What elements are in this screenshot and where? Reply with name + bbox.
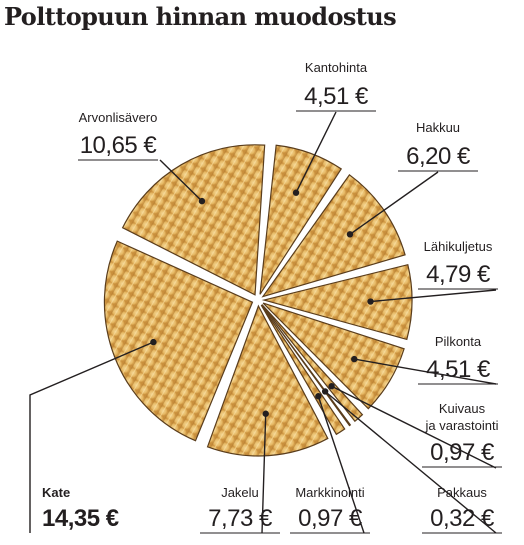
pie-slice-arvonlisavero bbox=[121, 144, 266, 296]
leader-lines bbox=[29, 111, 497, 534]
pie-slice-lahikuljetus bbox=[261, 263, 413, 341]
slice-value-kate: 14,35 € bbox=[42, 505, 119, 532]
slice-value-markkinointi: 0,97 € bbox=[298, 505, 363, 532]
slice-label-jakelu: Jakelu bbox=[221, 485, 259, 500]
leader-line-lahikuljetus bbox=[370, 289, 497, 303]
chart-title: Polttopuun hinnan muodostus bbox=[4, 2, 397, 31]
leader-line-kantohinta bbox=[295, 111, 337, 194]
slice-label-arvonlisavero: Arvonlisävero bbox=[79, 110, 158, 125]
slice-value-lahikuljetus: 4,79 € bbox=[426, 261, 491, 288]
leader-line-markkinointi bbox=[317, 396, 365, 534]
pie-slice-pilkonta bbox=[262, 302, 405, 410]
slice-label-kantohinta: Kantohinta bbox=[305, 60, 368, 75]
slice-value-pilkonta: 4,51 € bbox=[426, 356, 491, 383]
slice-label-kate: Kate bbox=[42, 485, 70, 500]
slice-label-pakkaus: Pakkaus bbox=[437, 485, 487, 500]
slice-labels: Kantohinta 4,51 € Hakkuu 6,20 € Lähikuljetus… bbox=[42, 60, 502, 534]
pie-slice-pakkaus bbox=[261, 304, 352, 427]
leader-line-pilkonta bbox=[354, 358, 497, 385]
pie-slice-kate bbox=[103, 240, 254, 442]
leader-line-kuivaus-ja-varastointi bbox=[331, 385, 497, 469]
pie-slice-markkinointi bbox=[260, 304, 346, 436]
leader-line-pakkaus bbox=[324, 390, 497, 534]
slice-value-kantohinta: 4,51 € bbox=[304, 83, 369, 110]
leader-line-arvonlisavero bbox=[159, 159, 203, 202]
slice-value-jakelu: 7,73 € bbox=[208, 505, 273, 532]
slice-label-kuivaus-ja-varastointi-line1: Kuivaus bbox=[439, 401, 486, 416]
pie-slice-jakelu bbox=[206, 304, 329, 457]
leader-dot-markkinointi bbox=[315, 393, 322, 400]
slice-value-arvonlisavero: 10,65 € bbox=[80, 132, 158, 159]
pie-slice-kantohinta bbox=[259, 144, 343, 295]
pie-slices bbox=[103, 144, 413, 457]
slice-label-kuivaus-ja-varastointi-line2: ja varastointi bbox=[425, 418, 499, 433]
slice-label-markkinointi: Markkinointi bbox=[295, 485, 364, 500]
slice-label-lahikuljetus: Lähikuljetus bbox=[424, 239, 493, 254]
leader-line-kate bbox=[29, 341, 154, 533]
leader-line-jakelu bbox=[261, 413, 267, 534]
slice-label-hakkuu: Hakkuu bbox=[416, 120, 460, 135]
leader-dot-pilkonta bbox=[351, 355, 358, 363]
slice-label-pilkonta: Pilkonta bbox=[435, 334, 482, 349]
slice-value-hakkuu: 6,20 € bbox=[406, 143, 471, 170]
slice-value-pakkaus: 0,32 € bbox=[430, 505, 495, 532]
leader-line-hakkuu bbox=[349, 171, 439, 235]
slice-value-kuivaus-ja-varastointi: 0,97 € bbox=[430, 439, 495, 466]
pie-slice-kuivaus-ja-varastointi bbox=[261, 304, 364, 423]
